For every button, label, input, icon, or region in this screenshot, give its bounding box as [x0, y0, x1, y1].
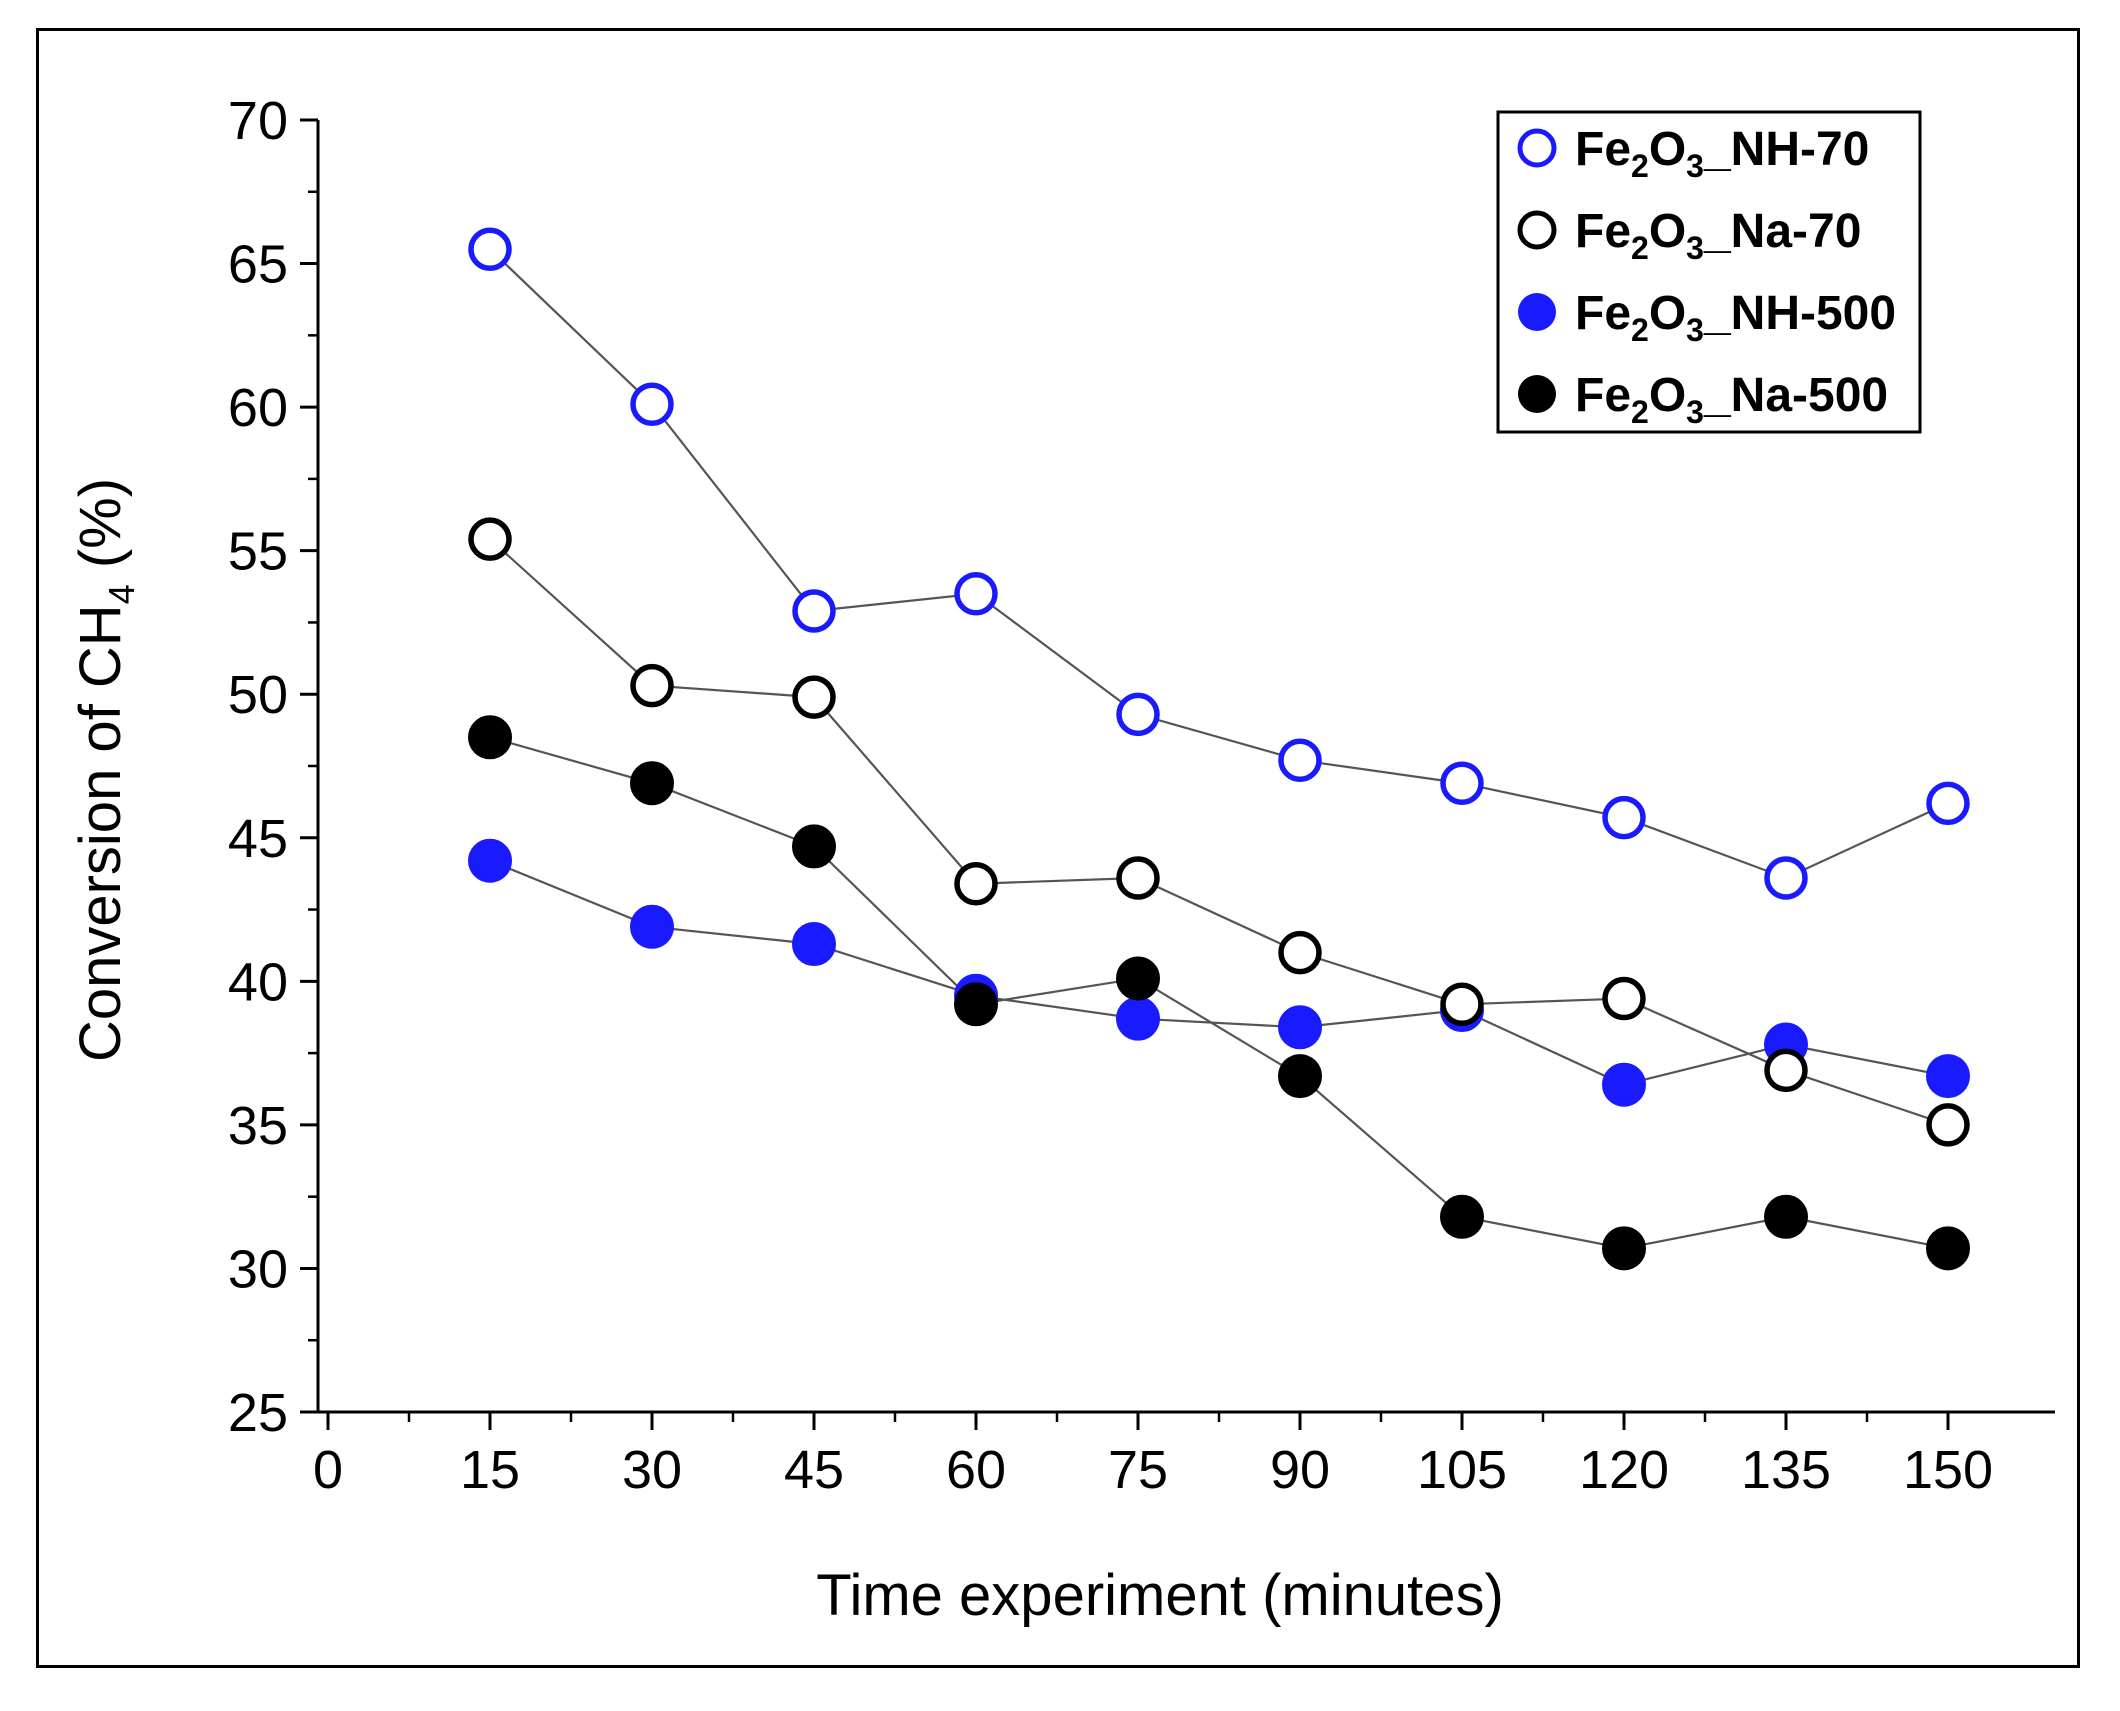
x-tick-label: 30 — [622, 1440, 682, 1500]
y-axis-title-sub: 4 — [101, 584, 142, 604]
series-line-4 — [489, 736, 1949, 1250]
series-markers — [468, 227, 1970, 1271]
y-tick-label: 45 — [228, 809, 288, 869]
y-tick-label: 55 — [228, 522, 288, 582]
data-point — [468, 227, 512, 271]
x-tick-label: 45 — [784, 1440, 844, 1500]
data-point — [468, 838, 512, 883]
data-point — [792, 589, 836, 633]
y-axis-title-tail: (%) — [68, 478, 133, 584]
data-point — [1926, 1103, 1970, 1147]
data-point — [468, 715, 512, 760]
data-point — [1116, 996, 1160, 1041]
y-axis-title-main: Conversion of CH — [68, 604, 133, 1062]
data-point — [630, 663, 674, 708]
data-point — [1278, 738, 1322, 783]
y-tick-label: 25 — [228, 1383, 288, 1443]
data-point — [792, 675, 836, 719]
legend-label: Fe2O3_Na-500 — [1575, 369, 1888, 430]
data-point — [468, 517, 512, 561]
x-tick-label: 150 — [1903, 1440, 1993, 1500]
data-point — [1602, 795, 1646, 840]
data-point — [792, 824, 836, 869]
data-point — [1602, 1226, 1646, 1271]
x-tick-label: 135 — [1741, 1440, 1831, 1500]
series-line-3 — [489, 859, 1949, 1086]
x-tick-label: 15 — [460, 1440, 520, 1500]
data-point — [1440, 982, 1484, 1027]
legend-box — [1496, 110, 1922, 434]
data-point — [1764, 856, 1808, 900]
data-point — [954, 982, 998, 1027]
x-tick-label: 90 — [1270, 1440, 1330, 1500]
legend: Fe2O3_NH-70 Fe2O3_Na-70 Fe2O3_NH-500 Fe2O3_… — [1496, 110, 1922, 434]
legend-label: Fe2O3_NH-70 — [1575, 123, 1869, 184]
data-point — [1602, 1062, 1646, 1107]
data-point — [1440, 1194, 1484, 1239]
data-point — [1278, 930, 1322, 975]
axes: 25 30 35 40 45 50 55 60 65 70 0 15 30 45 60 75 90 105 120 1… — [228, 91, 2055, 1500]
data-point — [954, 861, 998, 906]
data-point — [1116, 856, 1160, 900]
data-point — [954, 571, 998, 616]
data-point — [1926, 781, 1970, 826]
legend-marker — [1518, 375, 1556, 413]
legend-label: Fe2O3_Na-70 — [1575, 205, 1861, 266]
y-tick-label: 35 — [228, 1096, 288, 1156]
y-axis-title: Conversion of CH4 (%) — [68, 478, 142, 1062]
y-tick-label: 70 — [228, 91, 288, 151]
data-point — [630, 761, 674, 806]
data-point — [1764, 1048, 1808, 1093]
data-point — [1116, 692, 1160, 737]
x-tick-label: 120 — [1579, 1440, 1669, 1500]
data-point — [1278, 1054, 1322, 1099]
y-tick-label: 40 — [228, 952, 288, 1012]
series-lines — [489, 248, 1949, 1250]
legend-marker — [1518, 293, 1556, 331]
legend-marker — [1517, 128, 1557, 168]
data-point — [630, 904, 674, 949]
data-point — [1440, 761, 1484, 805]
x-tick-label: 0 — [313, 1440, 343, 1500]
series-line-1 — [489, 248, 1949, 880]
data-point — [1116, 956, 1160, 1001]
data-point — [1926, 1054, 1970, 1099]
y-tick-label: 60 — [228, 378, 288, 438]
x-tick-label: 60 — [946, 1440, 1006, 1500]
data-point — [1926, 1226, 1970, 1271]
data-point — [1602, 976, 1646, 1021]
data-point — [792, 922, 836, 967]
legend-marker — [1517, 210, 1557, 250]
x-tick-label: 105 — [1417, 1440, 1507, 1500]
y-tick-label: 65 — [228, 235, 288, 295]
data-point — [630, 382, 674, 426]
data-point — [1278, 1005, 1322, 1050]
legend-label: Fe2O3_NH-500 — [1575, 287, 1896, 348]
x-axis-title: Time experiment (minutes) — [816, 1563, 1504, 1628]
y-tick-label: 50 — [228, 665, 288, 725]
y-tick-label: 30 — [228, 1239, 288, 1299]
data-point — [1764, 1194, 1808, 1239]
x-tick-label: 75 — [1108, 1440, 1168, 1500]
series-line-2 — [489, 538, 1949, 1126]
